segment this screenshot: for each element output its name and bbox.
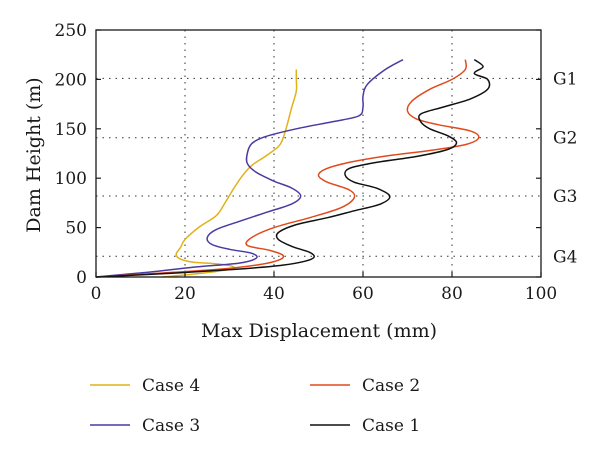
legend-label-case-3: Case 3 [142,416,200,436]
gallery-label-g3: G3 [553,187,577,207]
gallery-label-g1: G1 [553,69,577,89]
legend-label-case-4: Case 4 [142,376,200,396]
x-tick-label: 60 [352,284,374,304]
series-line-case-2 [95,59,480,278]
y-tick-label: 50 [65,219,87,239]
grid-lines [96,30,541,277]
legend-label-case-2: Case 2 [362,376,420,396]
y-tick-label: 250 [55,21,87,41]
y-tick-label: 100 [55,169,87,189]
plot-frame [95,29,542,278]
y-tick-label: 150 [55,120,87,140]
series-line-case-1 [95,58,491,278]
y-tick-label: 200 [55,70,87,90]
x-tick-label: 20 [174,284,196,304]
gallery-label-g4: G4 [553,247,577,267]
legend: Case 4 Case 2 Case 3 Case 1 [90,376,420,436]
series-line-case-3 [95,58,404,278]
legend-label-case-1: Case 1 [362,416,420,436]
gallery-labels: G1 G2 G3 G4 [553,69,577,267]
series-lines [95,58,491,278]
gallery-label-g2: G2 [553,129,577,149]
x-tick-label: 100 [525,284,557,304]
y-axis-title: Dam Height (m) [23,77,45,232]
x-axis-title: Max Displacement (mm) [201,320,437,342]
x-tick-label: 0 [91,284,102,304]
axis-ticks: 0 20 40 60 80 100 0 50 100 150 200 250 [55,21,558,304]
y-tick-label: 0 [76,268,87,288]
x-tick-label: 40 [263,284,285,304]
series-line-case-4 [162,69,298,278]
x-tick-label: 80 [441,284,463,304]
